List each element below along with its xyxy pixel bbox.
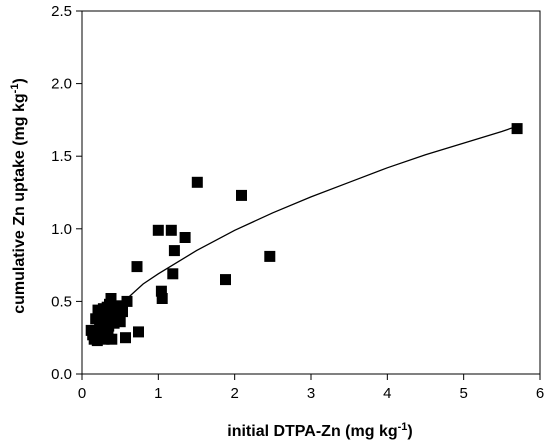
y-tick-label: 2.0 [51, 76, 72, 93]
data-point [152, 224, 164, 236]
x-axis-title: initial DTPA-Zn (mg kg-1) [227, 421, 412, 440]
data-point [179, 232, 191, 243]
fit-curve-layer [123, 125, 519, 302]
data-point [91, 335, 103, 347]
data-point [264, 250, 276, 262]
data-point [94, 323, 106, 335]
data-point [113, 300, 125, 312]
data-point [236, 189, 247, 201]
data-point [220, 274, 231, 286]
x-tick-label: 2 [230, 385, 238, 402]
data-point [191, 176, 203, 188]
data-points [85, 123, 523, 347]
data-point [105, 293, 117, 304]
x-tick-label: 3 [307, 385, 315, 402]
x-tick-label: 0 [78, 385, 86, 402]
x-axis: 0 1 2 3 4 5 6 [78, 374, 544, 402]
fit-curve [123, 125, 519, 302]
data-point [168, 245, 180, 257]
data-point [99, 314, 111, 326]
data-point [117, 306, 128, 318]
plot-border [81, 10, 541, 375]
data-point [102, 327, 114, 339]
x-tick-label: 4 [383, 385, 391, 402]
y-axis: 0.0 0.5 1.0 1.5 2.0 2.5 [51, 3, 82, 383]
y-tick-label: 0.5 [51, 293, 72, 310]
x-tick-label: 1 [154, 385, 162, 402]
y-tick-label: 0.0 [51, 366, 72, 383]
plot-area [81, 10, 541, 375]
data-point [114, 316, 126, 328]
y-axis-title: cumulative Zn uptake (mg kg-1) [9, 78, 28, 314]
data-point [156, 293, 168, 304]
data-point [106, 333, 118, 345]
x-tick-label: 6 [536, 385, 544, 402]
y-tick-label: 2.5 [51, 3, 72, 20]
data-point [131, 261, 143, 273]
data-point [121, 295, 133, 307]
data-point [120, 332, 131, 344]
data-point [98, 333, 110, 345]
data-point [133, 326, 144, 338]
data-point [165, 224, 177, 236]
x-tick-label: 5 [459, 385, 467, 402]
y-tick-label: 1.5 [51, 148, 72, 165]
data-point [511, 123, 523, 135]
data-point [155, 285, 167, 297]
data-point [167, 268, 179, 280]
data-point [90, 313, 102, 325]
y-tick-label: 1.0 [51, 221, 72, 238]
